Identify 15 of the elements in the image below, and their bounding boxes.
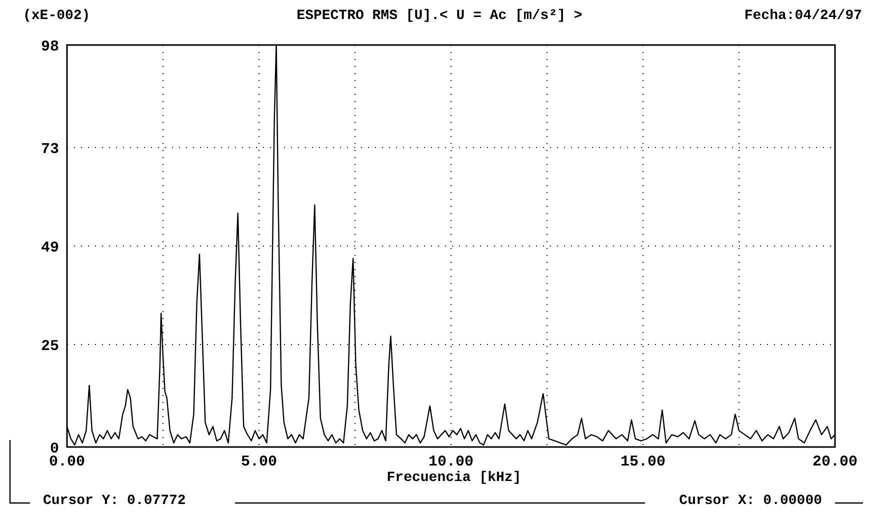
text: Fecha:04/24/97: [741, 8, 865, 24]
y-tick-label: 49: [40, 239, 59, 256]
text: Cursor Y: 0.07772: [40, 493, 189, 509]
x-tick-label: 20.00: [812, 454, 858, 471]
x-tick-label: 5.00: [240, 454, 278, 471]
y-tick-label: 25: [40, 338, 59, 355]
x-tick-label: 0.00: [48, 454, 86, 471]
x-axis-title: Frecuencia [kHz]: [67, 470, 841, 486]
text: (xE-002): [20, 8, 94, 24]
x-tick-label: 15.00: [620, 454, 666, 471]
x-tick-label: 10.00: [428, 454, 474, 471]
y-tick-label: 73: [40, 140, 59, 158]
text: Cursor X: 0.00000: [676, 493, 825, 509]
y-tick-label: 98: [40, 38, 59, 56]
chart-title: ESPECTRO RMS [U].< U = Ac [m/s²] >: [296, 8, 582, 24]
